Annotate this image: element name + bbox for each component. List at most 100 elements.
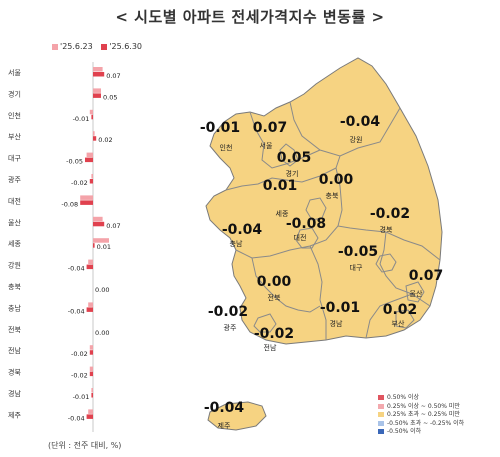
region-value: -0.04: [222, 222, 263, 238]
data-label: 0.05: [103, 93, 117, 101]
data-label: -0.05: [66, 158, 83, 166]
bar-curr: [86, 414, 93, 419]
legend-swatch-curr: [101, 43, 108, 50]
map-legend-label: -0.50% 초과 ~ -0.25% 이하: [387, 419, 465, 427]
category-label: 광주: [8, 176, 21, 184]
bar-prev: [80, 195, 93, 200]
bar-chart: 서울 0.07 경기 0.05 인천 -0.01 부산 0.02 대구 -0.05 광주 -0.02 대…: [8, 62, 121, 432]
region-value: -0.02: [254, 326, 294, 342]
region-value: -0.08: [286, 216, 326, 232]
legend-item-curr: '25.6.30: [101, 42, 142, 51]
bar-prev: [93, 67, 103, 72]
region-value: 0.07: [409, 268, 444, 284]
bar-prev: [88, 409, 93, 414]
bar-prev: [88, 302, 93, 307]
bar-curr: [93, 136, 97, 141]
bar-curr: [89, 350, 93, 355]
data-label: 0.00: [95, 329, 109, 337]
map-legend-item: -0.50% 이하: [378, 428, 464, 437]
region-value: -0.02: [208, 304, 248, 320]
legend-label-curr: '25.6.30: [109, 42, 143, 51]
legend-label-prev: '25.6.23: [60, 42, 93, 51]
bar-curr: [86, 264, 93, 270]
map-legend-item: 0.50% 이상: [378, 394, 464, 403]
map-legend-item: 0.25% 이상 ~ 0.50% 미만: [378, 403, 464, 412]
category-label: 전남: [8, 346, 21, 355]
map-legend-swatch: [378, 395, 384, 400]
map-legend-swatch: [378, 429, 384, 434]
data-label: 0.00: [95, 286, 109, 294]
data-label: 0.07: [106, 222, 120, 230]
region-name: 세종: [276, 209, 289, 218]
region-value: 0.07: [253, 120, 288, 136]
region-value: 0.02: [383, 302, 418, 318]
bar-curr: [89, 371, 93, 377]
category-label: 경기: [8, 89, 21, 98]
bar-prev: [93, 131, 95, 136]
region-value: -0.04: [340, 114, 381, 130]
category-label: 강원: [8, 261, 21, 270]
data-label: -0.01: [73, 393, 90, 401]
bar-prev: [89, 345, 93, 350]
bar-curr: [93, 93, 101, 98]
category-label: 울산: [8, 218, 21, 227]
region-name: 전북: [268, 293, 281, 302]
bar-curr: [85, 157, 93, 163]
map-legend-swatch: [378, 420, 384, 426]
region-name: 전남: [264, 343, 277, 352]
map-jeju: [207, 401, 267, 431]
region-name: 경기: [286, 169, 299, 178]
region-value: -0.05: [338, 244, 378, 260]
region-name: 경남: [330, 319, 343, 328]
data-label: -0.04: [68, 265, 85, 273]
bar-prev: [91, 388, 93, 393]
region-name: 부산: [392, 319, 405, 328]
category-label: 경남: [8, 389, 21, 398]
region-name: 대구: [350, 264, 363, 272]
data-label: -0.02: [71, 372, 88, 380]
data-label: -0.04: [68, 414, 85, 422]
map-legend-label: 0.25% 이상 ~ 0.50% 미만: [387, 402, 460, 410]
map-legend-item: -0.50% 초과 ~ -0.25% 이하: [378, 420, 464, 429]
category-label: 대구: [8, 155, 21, 163]
unit-note: (단위 : 전주 대비, %): [48, 441, 122, 450]
bar-curr: [93, 72, 105, 77]
region-value: -0.01: [320, 300, 360, 316]
category-label: 부산: [8, 132, 21, 141]
category-label: 제주: [8, 411, 21, 419]
map-borders: [225, 101, 441, 340]
bar-prev: [93, 216, 103, 222]
category-label: 서울: [8, 68, 21, 77]
bar-prev: [89, 109, 93, 115]
region-name: 강원: [350, 135, 363, 144]
map-legend-swatch: [378, 412, 384, 417]
map-legend-item: 0.25% 초과 ~ 0.25% 미만: [378, 411, 464, 420]
map-legend-label: -0.50% 이하: [387, 428, 422, 435]
category-label: 경북: [8, 368, 21, 377]
region-value: 0.00: [257, 274, 292, 290]
region-value: -0.04: [204, 400, 245, 416]
bar-curr: [93, 221, 105, 227]
bar-prev: [86, 152, 93, 158]
map-legend-label: 0.25% 초과 ~ 0.25% 미만: [387, 411, 460, 418]
data-label: 0.02: [98, 136, 112, 144]
legend-item-prev: '25.6.23: [52, 42, 93, 51]
bar-curr: [93, 243, 95, 248]
bar-curr: [89, 179, 93, 184]
bar-curr: [86, 307, 93, 312]
bar-prev: [93, 88, 101, 93]
bar-legend: '25.6.23 '25.6.30: [52, 42, 148, 51]
region-name: 충남: [230, 239, 243, 248]
region-value: -0.02: [370, 206, 410, 222]
region-name: 광주: [224, 324, 237, 332]
category-label: 인천: [8, 111, 21, 120]
data-label: -0.02: [71, 350, 88, 358]
region-value: 0.01: [263, 178, 298, 194]
bar-prev: [88, 259, 93, 265]
data-label: -0.02: [71, 179, 88, 187]
map-legend-swatch: [378, 403, 384, 409]
region-name: 제주: [218, 422, 231, 430]
bar-prev: [91, 174, 93, 179]
